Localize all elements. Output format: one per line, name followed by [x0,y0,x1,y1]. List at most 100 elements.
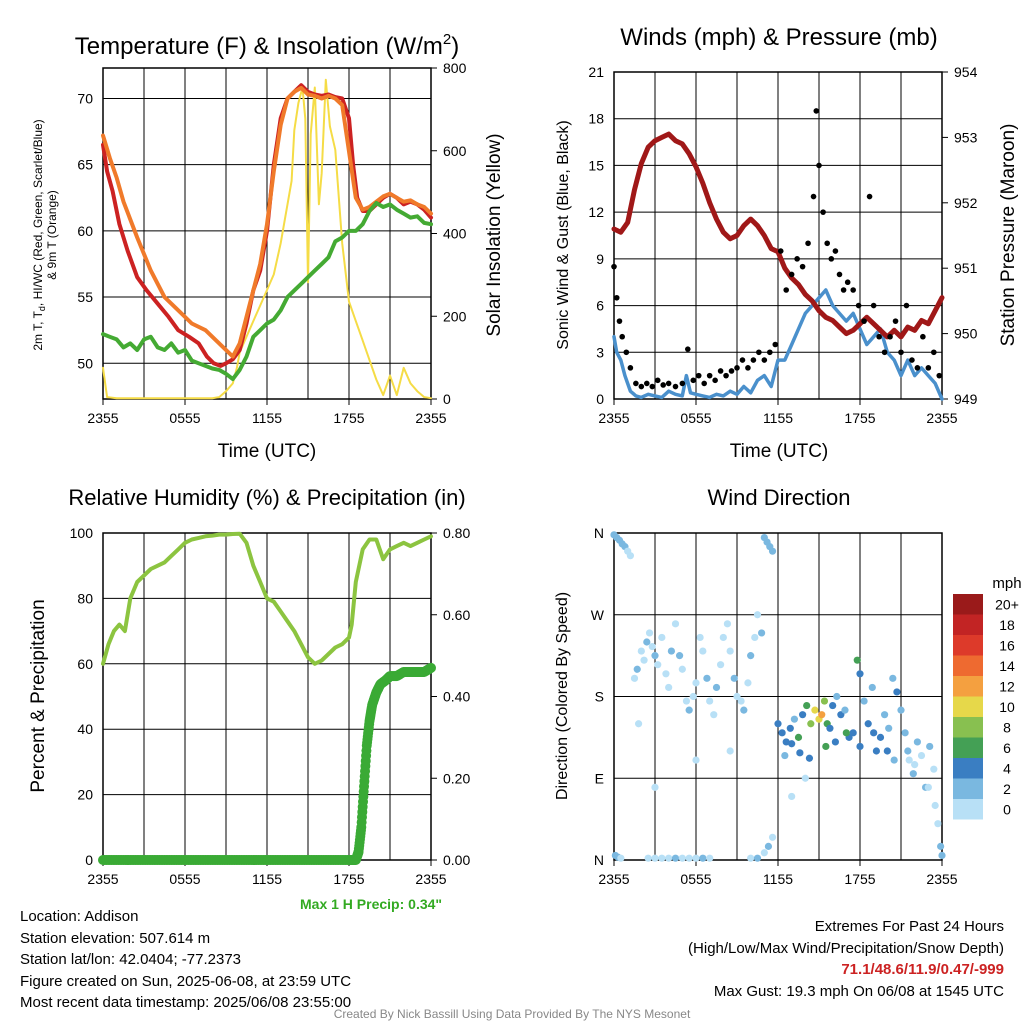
direction-point [726,647,734,655]
y-tick-label: 0 [85,852,93,868]
x-tick-label: 1755 [333,410,364,426]
y2-tick-label: 400 [443,226,467,242]
direction-point [685,854,693,862]
gust-point [717,368,724,374]
y2-tick-label: 0.20 [443,770,470,786]
gust-point [925,365,932,371]
direction-point [662,670,670,678]
gust-point [706,372,713,379]
svg-text:2m T, Td, HI/WC (Red, Green, S: 2m T, Td, HI/WC (Red, Green, Scarlet/Blu… [31,119,47,350]
x-tick-label: 0555 [169,871,200,887]
y-tick-label: 21 [588,64,604,80]
temp-title: Temperature (F) & Insolation (W/m2) [75,31,459,60]
direction-point [934,820,942,828]
direction-point [645,629,654,637]
gust-point [734,365,740,371]
direction-point [822,742,830,751]
gust-point [672,383,679,390]
gust-point [761,357,768,363]
wdir-title: Wind Direction [707,485,850,510]
gust-point [701,380,707,387]
legend-label: 20+ [995,596,1019,612]
direction-point [651,783,659,791]
plot-frame [613,71,943,400]
y2-tick-label: 949 [954,391,978,407]
direction-point [872,747,881,755]
direction-point [654,661,662,669]
plot-frame [102,67,432,400]
gust-point [824,240,830,247]
direction-point [678,854,686,862]
gust-point [898,349,904,356]
y-tick-label: 12 [588,204,604,220]
direction-point [712,683,721,692]
gust-point [920,333,926,340]
gust-point [649,383,656,390]
legend-swatch [953,696,983,717]
direction-point [856,670,864,678]
x-tick-label: 1155 [763,410,793,426]
direction-point [926,742,934,751]
legend-label: 0 [1003,801,1011,817]
gust-point [623,349,630,356]
gust-point [836,271,843,278]
x-tick-label: 0555 [680,410,711,426]
x-tick-label: 2355 [598,410,629,426]
y2-tick-label: 0.60 [443,607,470,623]
direction-point [671,854,680,862]
direction-point [849,729,857,737]
direction-point [881,711,889,719]
wind-ylabel-right: Station Pressure (Maroon) [998,124,1019,347]
direction-point [805,754,814,762]
direction-point [870,729,878,737]
direction-point [913,738,922,746]
direction-point [671,620,680,628]
direction-point [833,692,841,701]
gust-point [644,380,650,387]
info-recent: Most recent data timestamp: 2025/06/08 2… [20,994,352,1011]
gust-point [788,271,795,278]
y-tick-label: 60 [77,656,93,672]
direction-point [685,706,693,714]
legend-label: 18 [999,617,1015,633]
y-tick-label: 40 [77,721,93,737]
direction-point [868,683,876,692]
y2-tick-label: 0.40 [443,689,470,705]
direction-point [706,697,714,705]
gust-point [850,287,856,293]
panel-wind-direction: Wind Direction N E S W N 2355 0555 1155 1755 2355… [554,485,1022,887]
legend-swatch [953,614,983,635]
y-tick-label: 55 [77,289,93,305]
rh-plot: 0 20 40 60 80 100 0.00 0.20 0.40 0.60 0.80 2355 0555… [70,525,471,887]
max-gust: Max Gust: 19.3 mph On 06/08 at 1545 UTC [713,982,1004,1000]
y2-tick-label: 954 [954,64,978,80]
y-tick-label: 70 [77,90,93,106]
direction-point [740,706,748,714]
direction-point [938,851,946,860]
legend-label: 12 [999,678,1015,694]
direction-point [937,842,945,850]
direction-point [706,854,714,862]
direction-point [651,854,659,862]
direction-point [696,633,704,642]
station-info: Location: Addison Station elevation: 507… [20,906,351,1014]
legend-swatch [953,676,983,697]
y-tick-label: N [594,852,604,868]
direction-point [644,854,652,862]
x-tick-label: 1155 [252,410,282,426]
gust-point [728,368,735,374]
direction-point [820,697,829,705]
direction-point [768,547,777,555]
direction-point [799,711,807,719]
legend-swatch [953,717,983,738]
gust-point [745,365,751,371]
direction-point [699,854,707,862]
wind-plot: 0 3 6 9 12 15 18 21 949 950 951 952 953 954 2355 0555 11… [588,64,977,426]
y2-tick-label: 953 [954,129,978,145]
direction-point [747,854,755,862]
x-tick-label: 2355 [598,871,629,887]
svg-text:& 9m T (Orange): & 9m T (Orange) [45,190,59,280]
y2-tick-label: 0.80 [443,525,470,541]
y2-tick-label: 800 [443,60,467,76]
gust-point [870,302,877,309]
